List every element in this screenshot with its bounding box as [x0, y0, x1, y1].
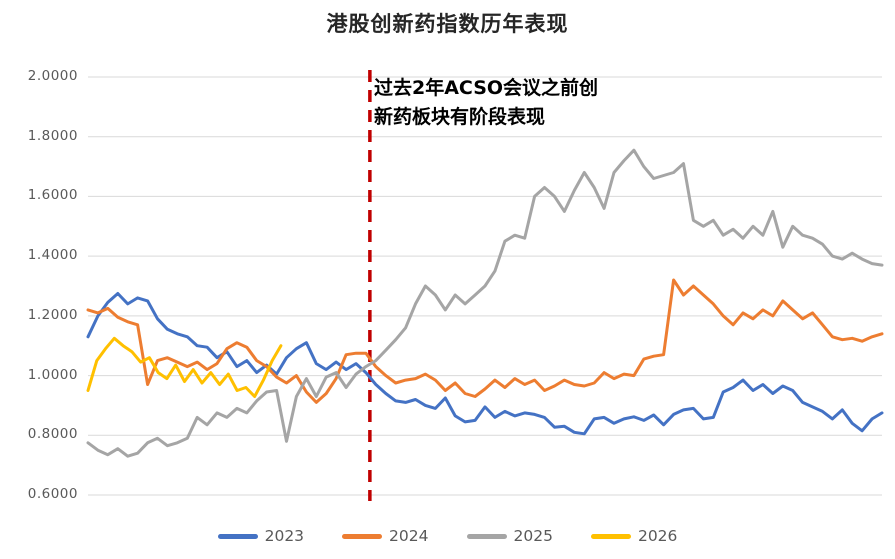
legend-label: 2025 [513, 527, 553, 545]
series-line-2026 [86, 336, 283, 398]
y-axis-tick-label: 0.8000 [27, 426, 78, 443]
y-axis-tick-label: 1.2000 [27, 306, 78, 323]
y-axis-tick-label: 0.6000 [27, 486, 78, 502]
legend-swatch-icon [342, 533, 383, 539]
series-line-2024 [86, 278, 884, 404]
legend-swatch-icon [466, 533, 507, 539]
annotation-line-2: 新药板块有阶段表现 [374, 106, 546, 129]
legend-swatch-icon [590, 533, 631, 539]
legend-item-2023: 2023 [217, 527, 305, 545]
y-axis-tick-label: 1.8000 [27, 127, 78, 144]
annotation-line-1: 过去2年ACSO会议之前创 [374, 77, 599, 99]
legend-item-2024: 2024 [342, 527, 429, 545]
legend-label: 2024 [389, 527, 429, 545]
legend-item-2026: 2026 [590, 527, 678, 545]
y-axis-tick-label: 1.6000 [27, 187, 78, 204]
series-line-2023 [86, 292, 884, 436]
legend-label: 2023 [264, 527, 305, 545]
legend-item-2025: 2025 [466, 527, 553, 545]
y-axis-tick-label: 1.4000 [27, 247, 78, 264]
legend-swatch-icon [217, 533, 258, 539]
y-axis-tick-label: 2.0000 [27, 68, 78, 84]
annotation-text: 过去2年ACSO会议之前创 新药板块有阶段表现 [374, 74, 598, 133]
y-axis-tick-label: 1.0000 [27, 366, 78, 383]
series-line-2025 [86, 148, 884, 458]
legend: 2023 2024 2025 2026 [0, 527, 895, 545]
chart-title: 港股创新药指数历年表现 [326, 12, 569, 36]
legend-label: 2026 [637, 527, 678, 545]
